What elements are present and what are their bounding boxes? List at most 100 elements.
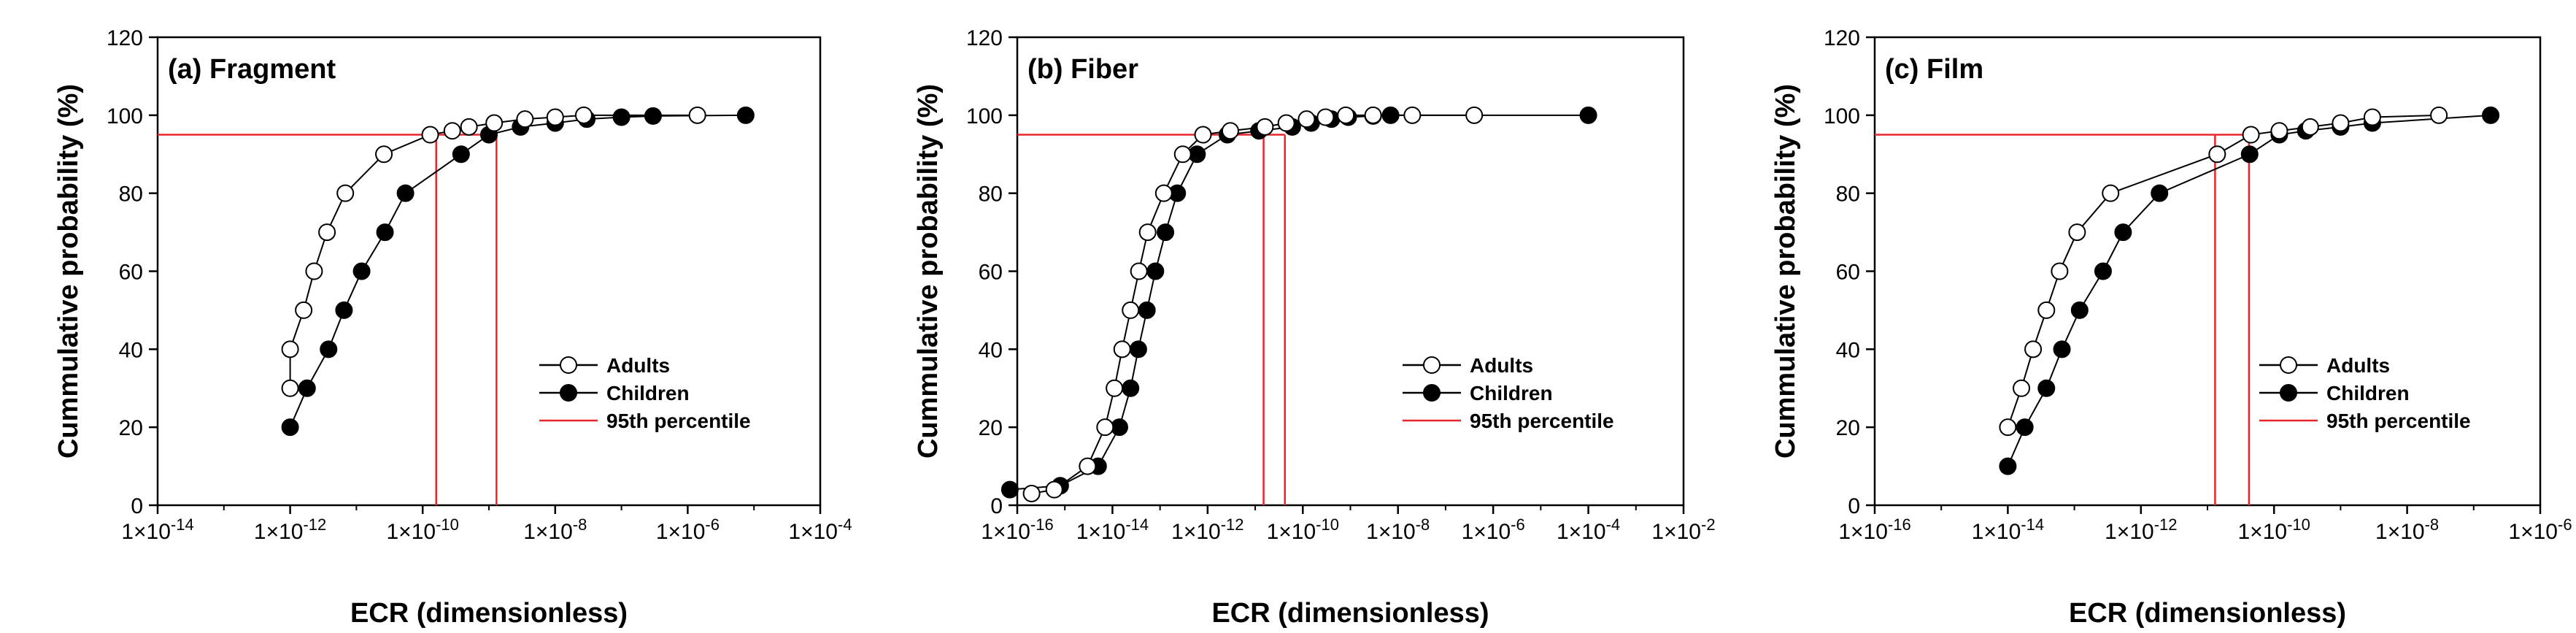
data-point-children <box>1129 340 1147 358</box>
data-point-children <box>1138 301 1156 319</box>
x-tick-label: 1×10-14 <box>1076 515 1149 544</box>
x-tick-label: 1×10-4 <box>788 515 852 544</box>
data-point-children <box>376 223 394 242</box>
data-point-children <box>644 107 662 125</box>
data-point-adults <box>485 114 504 132</box>
data-point-adults <box>1297 110 1316 128</box>
y-tick-label: 80 <box>979 183 1003 207</box>
data-point-adults <box>1130 262 1148 280</box>
data-point-adults <box>1465 106 1484 124</box>
y-tick-label: 40 <box>1836 338 1860 362</box>
data-point-adults <box>2270 122 2288 140</box>
data-point-adults <box>281 379 299 397</box>
y-tick-label: 100 <box>966 104 1003 128</box>
x-tick-label: 1×10-10 <box>387 515 459 544</box>
legend: Adults Children 95th percentile <box>2259 354 2471 432</box>
data-point-adults <box>305 262 323 280</box>
x-tick-label: 1×10-12 <box>2105 515 2177 544</box>
data-point-adults <box>1106 379 1124 397</box>
y-axis-label: Cummulative probability (%) <box>1770 84 1801 459</box>
data-point-children <box>2053 340 2071 358</box>
data-point-adults <box>1337 106 1355 124</box>
data-point-adults <box>2332 114 2350 132</box>
legend-marker <box>1423 356 1441 374</box>
data-point-children <box>1146 262 1165 280</box>
y-tick-label: 40 <box>119 338 143 362</box>
x-tick-label: 1×10-8 <box>2375 515 2439 544</box>
data-point-adults <box>1221 122 1239 140</box>
x-tick-label: 1×10-16 <box>1838 515 1910 544</box>
chart-panel-3: 0 20 40 60 80 100 120 1×10-16 1×10-14 1×10-12 1×10… <box>1770 26 2572 629</box>
y-tick-label: 0 <box>1848 494 1860 518</box>
data-point-adults <box>2208 145 2226 164</box>
chart-title: (b) Fiber <box>1027 54 1138 85</box>
x-tick-label: 1×10-6 <box>1462 515 1525 544</box>
data-point-adults <box>375 145 393 164</box>
data-point-adults <box>1256 118 1274 136</box>
x-tick-label: 1×10-10 <box>2238 515 2310 544</box>
x-tick-label: 1×10-6 <box>656 515 720 544</box>
data-point-adults <box>2301 118 2319 136</box>
legend-label: Children <box>1470 382 1553 404</box>
data-point-adults <box>2242 126 2260 144</box>
data-point-children <box>320 340 338 358</box>
data-point-adults <box>2430 106 2448 124</box>
data-point-children <box>396 184 414 202</box>
legend-marker <box>2280 356 2297 374</box>
legend-label: Adults <box>1470 354 1533 377</box>
x-tick-label: 1×10-8 <box>523 515 587 544</box>
series-line-adults <box>289 114 698 388</box>
series-line-adults <box>1031 114 1475 494</box>
y-tick-label: 120 <box>107 26 143 50</box>
data-point-adults <box>2068 223 2086 242</box>
data-point-children <box>736 106 755 124</box>
data-point-children <box>1579 106 1597 124</box>
legend: Adults Children 95th percentile <box>539 354 751 432</box>
chart-panel-2: 0 20 40 60 80 100 120 1×10-16 1×10-14 1×10-12 1×10… <box>913 26 1716 629</box>
legend-label: Children <box>2326 382 2410 404</box>
legend-label: 95th percentile <box>2326 410 2471 432</box>
data-point-adults <box>2013 379 2031 397</box>
x-tick-label: 1×10-12 <box>254 515 326 544</box>
y-tick-label: 100 <box>107 104 143 128</box>
data-point-children <box>335 301 353 319</box>
data-point-adults <box>1079 457 1097 475</box>
data-point-adults <box>1194 126 1212 144</box>
y-axis-label: Cummulative probability (%) <box>913 84 944 459</box>
data-point-children <box>2114 223 2132 242</box>
data-point-adults <box>1999 418 2017 437</box>
legend-label: 95th percentile <box>606 410 751 432</box>
data-point-children <box>2482 106 2500 124</box>
data-point-adults <box>2051 262 2069 280</box>
y-tick-label: 20 <box>119 416 143 440</box>
data-point-adults <box>2037 301 2056 319</box>
data-point-children <box>1122 379 1140 397</box>
data-point-adults <box>336 184 355 202</box>
legend-label: Adults <box>2326 354 2390 377</box>
y-tick-label: 80 <box>1836 183 1860 207</box>
data-point-adults <box>318 223 336 242</box>
data-point-adults <box>1096 418 1114 437</box>
x-axis-label: ECR (dimensionless) <box>2069 598 2346 629</box>
data-point-adults <box>688 106 706 124</box>
chart-title: (a) Fragment <box>168 54 336 85</box>
data-point-adults <box>2024 340 2043 358</box>
data-point-children <box>352 262 371 280</box>
chart-panel-1: 0 20 40 60 80 100 120 1×10-14 1×10-12 1×10-10 1×10… <box>53 26 852 629</box>
legend-marker <box>560 384 577 402</box>
plot-frame <box>156 36 822 507</box>
legend: Adults Children 95th percentile <box>1403 354 1614 432</box>
y-tick-label: 80 <box>119 183 143 207</box>
data-point-adults <box>443 122 461 140</box>
data-point-adults <box>1022 484 1041 502</box>
data-point-adults <box>421 126 439 144</box>
x-tick-label: 1×10-8 <box>1366 515 1430 544</box>
legend-marker <box>1423 384 1441 402</box>
x-tick-label: 1×10-2 <box>1651 515 1715 544</box>
y-tick-label: 60 <box>1836 261 1860 285</box>
data-point-children <box>281 418 299 437</box>
data-point-adults <box>1138 223 1157 242</box>
data-point-adults <box>1403 106 1422 124</box>
data-point-adults <box>460 118 478 136</box>
